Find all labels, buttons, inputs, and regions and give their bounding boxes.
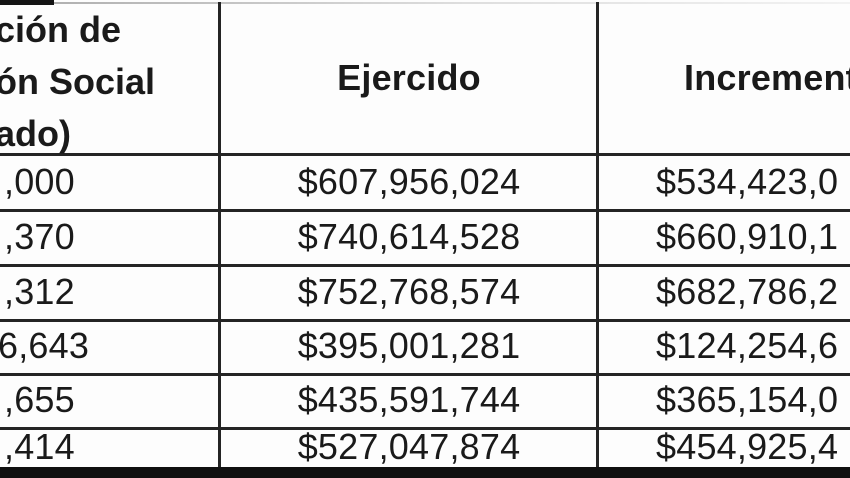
table-top-border: [0, 2, 850, 4]
row-divider-3: [0, 319, 850, 322]
col1-header-line-2: ón Social: [0, 61, 156, 102]
column-divider-1: [218, 2, 221, 467]
ejercido-cell: $527,047,874: [297, 426, 521, 467]
ejercido-header: Ejercido: [337, 56, 481, 98]
top-left-border-fragment: [0, 0, 54, 5]
incremento-cell: $682,786,2: [656, 270, 839, 312]
aprobado-cell: ,370: [4, 215, 75, 257]
row-divider-1: [0, 209, 850, 212]
ejercido-cell: $395,001,281: [297, 325, 521, 366]
row-divider-5: [0, 427, 850, 430]
ejercido-cell: $740,614,528: [297, 215, 521, 257]
aprobado-cell: ,414: [4, 426, 75, 467]
aprobado-cell: 6,643: [0, 325, 90, 366]
row-divider-4: [0, 373, 850, 376]
ejercido-cell: $752,768,574: [297, 270, 521, 312]
col1-header-line-1: ción de: [0, 9, 122, 50]
ejercido-cell: $607,956,024: [297, 160, 521, 202]
incremento-cell: $124,254,6: [656, 325, 839, 366]
aprobado-cell: ,000: [4, 160, 75, 202]
incremento-cell: $660,910,1: [656, 215, 839, 257]
incremento-cell: $454,925,4: [656, 426, 839, 467]
incremento-cell: $365,154,0: [656, 379, 839, 420]
column-divider-2: [596, 2, 599, 467]
col1-header-line-3: ado): [0, 113, 71, 154]
aprobado-cell: ,312: [4, 270, 75, 312]
incremento-cell: $534,423,0: [656, 160, 839, 202]
ejercido-cell: $435,591,744: [297, 379, 521, 420]
row-divider-2: [0, 264, 850, 267]
aprobado-cell: ,655: [4, 379, 75, 420]
header-bottom-divider: [0, 153, 850, 156]
incremento-header: Incremento: [684, 56, 850, 98]
table-bottom-border: [0, 467, 850, 478]
